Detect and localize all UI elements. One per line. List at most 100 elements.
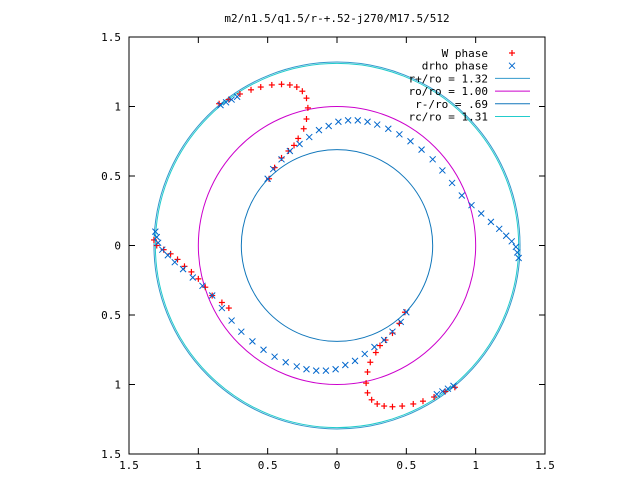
- y-tick-label: 1: [114, 101, 121, 114]
- w-phase-point: [367, 359, 374, 366]
- drho-phase-point: [389, 328, 396, 336]
- drho-phase-point: [278, 155, 285, 163]
- drho-phase-point: [260, 346, 267, 354]
- drho-phase-point: [508, 237, 516, 245]
- w-phase-point: [300, 125, 307, 132]
- drho-phase-point: [354, 117, 362, 124]
- w-phase-point: [304, 104, 311, 111]
- drho-phase-point: [151, 228, 159, 235]
- w-phase-point: [248, 86, 255, 93]
- drho-phase-point: [218, 304, 226, 312]
- drho-phase-point: [269, 165, 277, 173]
- drho-phase-point: [448, 179, 456, 187]
- w-phase-point: [195, 275, 202, 282]
- x-tick-label: 1: [195, 459, 202, 472]
- drho-phase-point: [171, 258, 179, 266]
- drho-phase-point: [407, 137, 414, 145]
- x-tick-label: 1.5: [535, 459, 555, 472]
- drho-phase-point: [153, 233, 161, 241]
- drho-phase-point: [154, 239, 162, 247]
- drho-phase-point: [217, 101, 224, 109]
- drho-phase-point: [344, 117, 352, 124]
- w-phase-point: [382, 337, 389, 344]
- w-phase-point: [286, 81, 293, 88]
- drho-phase-point: [199, 282, 206, 290]
- w-phase-point: [381, 403, 388, 410]
- y-tick-label: 0: [114, 240, 121, 253]
- w-phase-point: [188, 268, 195, 275]
- legend-label: W phase: [442, 47, 488, 60]
- legend-label: drho phase: [422, 60, 488, 73]
- tick-labels: 1.5 1 0.5 0 0.5 1 1.51.510.500.511.5: [101, 31, 555, 472]
- data-points: [150, 81, 523, 410]
- w-phase-point: [363, 380, 370, 387]
- w-phase-point: [278, 154, 285, 161]
- drho-phase-point: [249, 338, 256, 345]
- w-phase-point: [293, 84, 300, 91]
- drho-phase-point: [315, 126, 323, 134]
- drho-phase-point: [158, 246, 166, 254]
- drho-phase-point: [512, 243, 520, 251]
- drho-phase-point: [380, 336, 388, 344]
- drho-phase-point: [458, 192, 466, 199]
- w-phase-point: [389, 403, 396, 410]
- drho-phase-point: [164, 251, 172, 259]
- drho-phase-point: [293, 363, 301, 370]
- w-phase-point: [410, 400, 417, 407]
- drho-phase-point: [296, 140, 303, 148]
- drho-phase-point: [418, 146, 425, 153]
- y-tick-label: 1: [114, 379, 121, 392]
- w-phase-point: [278, 81, 285, 88]
- drho-phase-point: [361, 350, 369, 358]
- drho-phase-point: [515, 254, 523, 262]
- legend-label: r+/ro = 1.32: [409, 72, 488, 85]
- legend-marker: [508, 62, 516, 70]
- drho-phase-point: [325, 122, 333, 130]
- w-phase-point: [218, 299, 225, 306]
- drho-phase-point: [429, 155, 437, 163]
- chart-title: m2/n1.5/q1.5/r-+.52-j270/M17.5/512: [224, 12, 449, 25]
- w-phase-point: [364, 368, 371, 375]
- drho-phase-point: [468, 201, 475, 209]
- w-phase-point: [389, 330, 396, 337]
- drho-phase-point: [332, 365, 339, 373]
- x-tick-label: 1.5: [119, 459, 139, 472]
- legend-marker: [509, 50, 515, 56]
- drho-phase-point: [303, 365, 310, 373]
- w-phase-point: [160, 246, 167, 253]
- y-tick-label: 0.5: [101, 170, 121, 183]
- reference-circle: [197, 106, 477, 385]
- w-phase-point: [368, 396, 375, 403]
- drho-phase-point: [477, 210, 485, 217]
- drho-phase-point: [189, 274, 197, 281]
- y-tick-label: 1.5: [101, 448, 121, 461]
- drho-phase-point: [396, 130, 403, 138]
- drho-phase-point: [502, 232, 510, 240]
- drho-phase-point: [286, 147, 294, 155]
- w-phase-point: [285, 147, 292, 154]
- drho-phase-point: [487, 218, 495, 226]
- drho-phase-point: [439, 167, 446, 174]
- drho-phase-point: [450, 382, 457, 390]
- w-phase-point: [372, 349, 379, 356]
- w-phase-point: [376, 342, 383, 349]
- drho-phase-point: [282, 358, 290, 366]
- drho-phase-point: [312, 367, 320, 374]
- w-phase-point: [364, 389, 371, 396]
- drho-phase-point: [228, 96, 235, 103]
- drho-phase-point: [208, 292, 216, 299]
- drho-phase-point: [305, 133, 313, 141]
- w-phase-point: [268, 81, 275, 88]
- drho-phase-point: [364, 118, 371, 126]
- drho-phase-point: [444, 385, 452, 393]
- drho-phase-point: [351, 357, 359, 365]
- drho-phase-point: [513, 249, 521, 256]
- drho-phase-point: [222, 98, 230, 106]
- legend-label: r-/ro = .69: [415, 98, 488, 111]
- drho-phase-point: [322, 367, 330, 374]
- drho-phase-point: [371, 343, 378, 351]
- w-phase-point: [303, 116, 310, 123]
- x-tick-label: 0: [334, 459, 341, 472]
